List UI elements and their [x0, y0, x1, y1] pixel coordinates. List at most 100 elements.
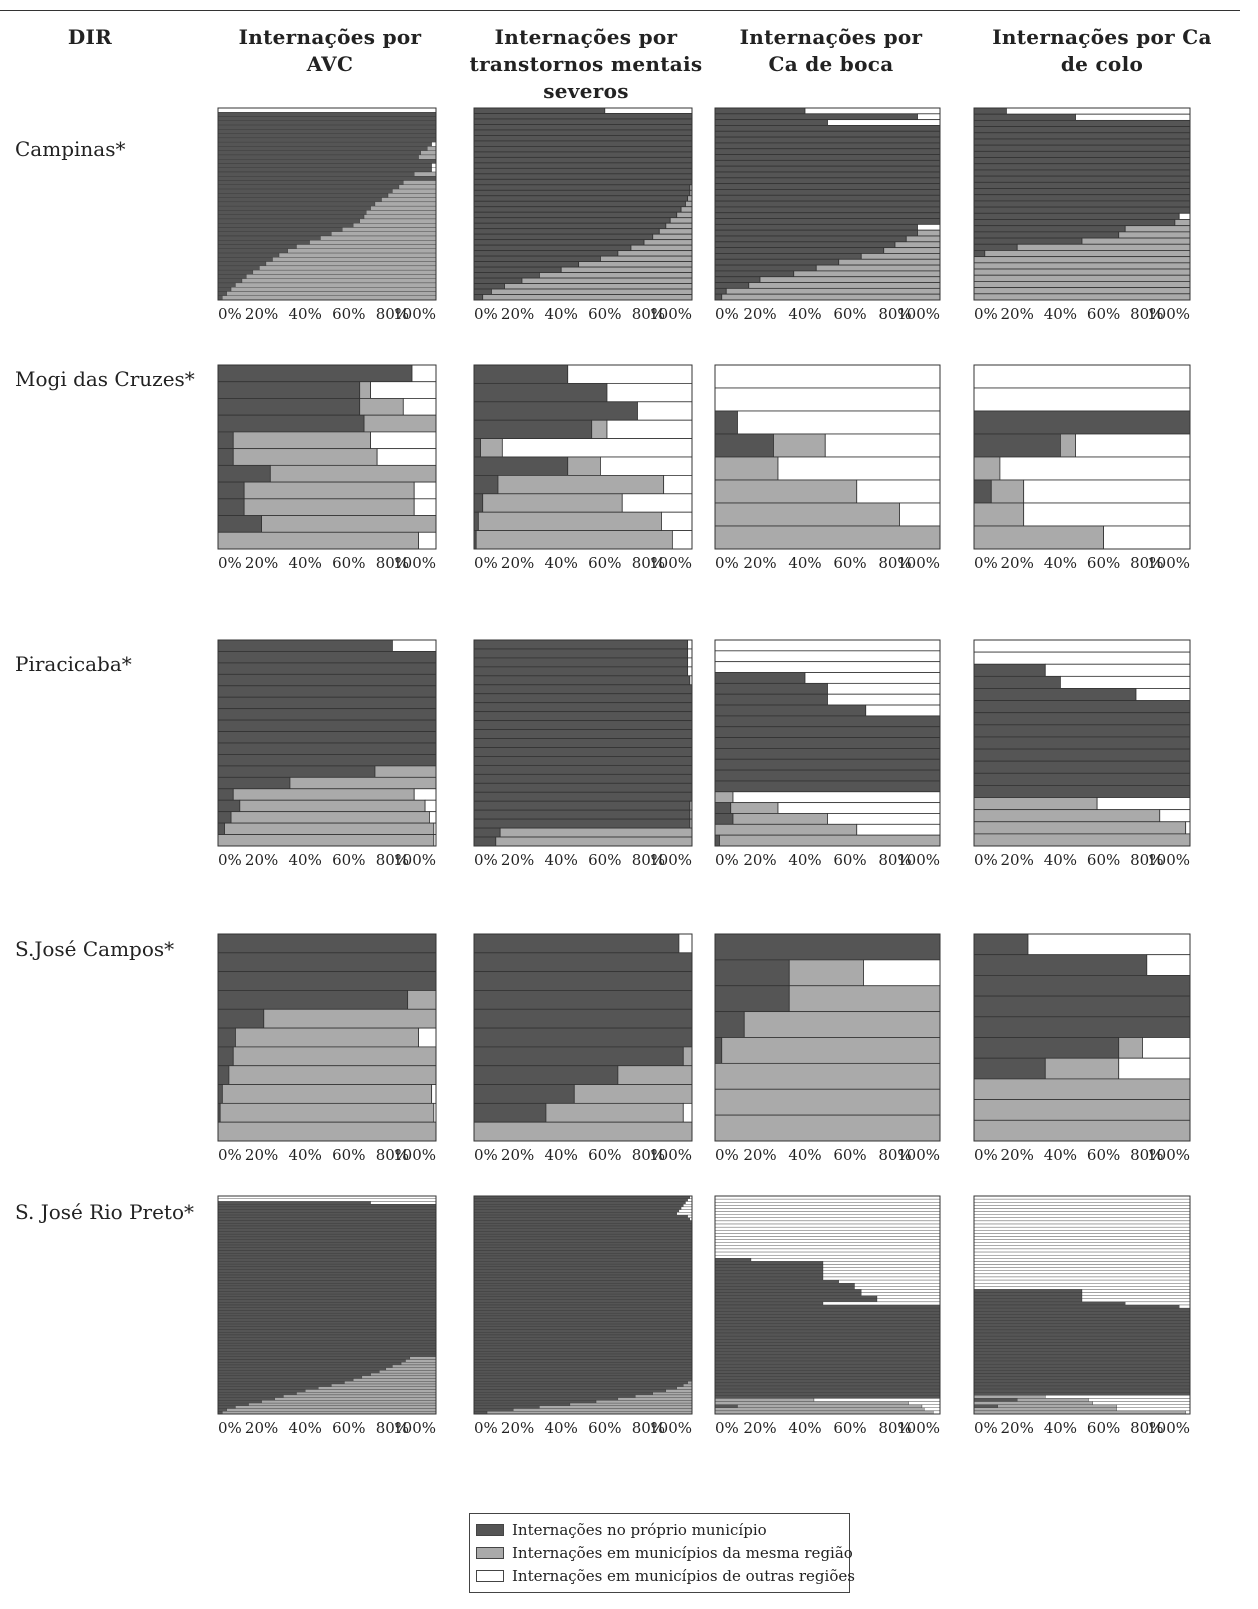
bar-segment-same-region — [217, 531, 419, 550]
bar-segment-other-regions — [750, 1258, 941, 1262]
x-tick-label: 20% — [1001, 851, 1034, 869]
x-tick-label: 0% — [218, 1146, 242, 1164]
x-tick-label: 100% — [649, 305, 692, 323]
bar-segment-own — [217, 719, 437, 732]
x-tick-label: 60% — [588, 1146, 621, 1164]
bar-segment-own — [217, 1261, 437, 1265]
bar-segment-own — [973, 1382, 1191, 1387]
bar-segment-own — [473, 773, 693, 784]
bar-segment-own — [973, 169, 1191, 177]
bar-segment-own — [473, 1315, 693, 1319]
bar-segment-own — [714, 241, 896, 249]
x-tick-label: 0% — [715, 1146, 739, 1164]
bar-segment-same-region — [296, 244, 437, 249]
bar-segment-own — [217, 1296, 437, 1300]
bar-segment-own — [217, 431, 234, 450]
bar-segment-own — [973, 1314, 1191, 1318]
bar-segment-own — [714, 1320, 941, 1324]
bar-segment-own — [714, 125, 941, 132]
panel-frame — [473, 1195, 693, 1415]
bar-segment-same-region — [482, 493, 623, 513]
bar-segment-same-region — [1118, 231, 1191, 239]
bar-segment-same-region — [359, 398, 404, 416]
panel-frame — [217, 933, 437, 1142]
bar-segment-other-regions — [861, 1289, 941, 1293]
header-column-4: Internações por Ca de colo — [992, 25, 1212, 76]
bar-segment-own — [217, 1291, 437, 1295]
bar-segment-own — [217, 765, 376, 778]
bar-segment-own — [714, 1267, 824, 1271]
bar-segment-same-region — [714, 823, 858, 836]
bar-segment-own — [473, 129, 693, 136]
bar-segment-same-region — [230, 287, 437, 292]
bar-segment-other-regions — [687, 1214, 693, 1218]
bar-segment-same-region — [560, 266, 693, 273]
bar-segment-same-region — [374, 201, 437, 207]
bar-segment-own — [217, 210, 367, 215]
bar-segment-other-regions — [827, 682, 941, 695]
bar-segment-own — [217, 1285, 437, 1289]
bar-segment-own — [973, 975, 1191, 997]
bar-segment-same-region — [259, 265, 437, 271]
bar-segment-own — [473, 173, 693, 180]
bar-segment-own — [714, 1388, 941, 1393]
bar-segment-same-region — [737, 1404, 923, 1408]
bar-segment-own — [217, 1302, 437, 1306]
bar-segment-other-regions — [973, 387, 1191, 412]
bar-segment-same-region — [973, 797, 1098, 811]
bar-segment-own — [473, 511, 479, 531]
bar-segment-own — [217, 1201, 371, 1205]
bar-segment-own — [217, 776, 291, 790]
panel-sjose-rio-preto-avc: 0% 20% 40% 60% 80% 100% — [217, 1195, 437, 1438]
legend-label-own: Internações no próprio município — [512, 1520, 767, 1539]
bar-segment-own — [473, 156, 693, 164]
bar-segment-other-regions — [714, 1233, 941, 1237]
bar-segment-same-region — [222, 295, 437, 301]
bar-segment-own — [217, 295, 223, 301]
bar-segment-own — [714, 1283, 855, 1287]
bar-segment-own — [473, 456, 569, 476]
bar-segment-own — [473, 1394, 636, 1398]
x-tick-label: 60% — [1087, 851, 1120, 869]
bar-segment-other-regions — [973, 1286, 1191, 1290]
bar-segment-other-regions — [714, 1236, 941, 1240]
bar-segment-same-region — [714, 1088, 941, 1116]
bar-segment-other-regions — [865, 704, 941, 717]
bar-segment-same-region — [973, 833, 1191, 847]
bar-segment-own — [217, 1299, 437, 1303]
legend-item-same-region: Internações em municípios da mesma regiã… — [476, 1541, 853, 1564]
legend-swatch-own — [476, 1523, 504, 1536]
bar-segment-own — [473, 711, 693, 722]
x-tick-label: 100% — [649, 554, 692, 572]
x-tick-label: 60% — [833, 1146, 866, 1164]
bar-segment-own — [217, 1405, 236, 1409]
bar-segment-same-region — [669, 217, 693, 224]
bar-segment-own — [714, 1342, 941, 1346]
bar-segment-same-region — [732, 813, 828, 825]
bar-segment-own — [473, 419, 593, 440]
panel-frame — [714, 107, 941, 301]
bar-segment-own — [714, 1354, 941, 1359]
bar-segment-own — [473, 1408, 514, 1412]
bar-segment-own — [973, 1404, 998, 1408]
bar-segment-same-region — [617, 1065, 693, 1085]
x-tick-label: 0% — [474, 554, 498, 572]
bar-segment-own — [473, 1220, 693, 1224]
bar-segment-own — [473, 1307, 693, 1311]
bar-segment-other-regions — [682, 1102, 693, 1123]
bar-segment-own — [217, 1378, 354, 1382]
bar-segment-own — [473, 1375, 693, 1379]
bar-segment-own — [217, 129, 437, 134]
x-tick-label: 0% — [474, 1419, 498, 1437]
x-tick-label: 0% — [974, 1146, 998, 1164]
x-tick-label: 40% — [1044, 305, 1077, 323]
x-tick-label: 100% — [897, 851, 940, 869]
bar-segment-own — [217, 137, 437, 143]
chart-svg: 0% 20% 40% 60% 80%100% — [473, 1195, 693, 1437]
bar-segment-own — [714, 802, 732, 814]
bar-segment-other-regions — [973, 1245, 1191, 1250]
bar-segment-own — [714, 1370, 941, 1374]
bar-segment-own — [473, 1263, 693, 1268]
bar-segment-own — [473, 1274, 693, 1278]
x-tick-label: 60% — [833, 1419, 866, 1437]
